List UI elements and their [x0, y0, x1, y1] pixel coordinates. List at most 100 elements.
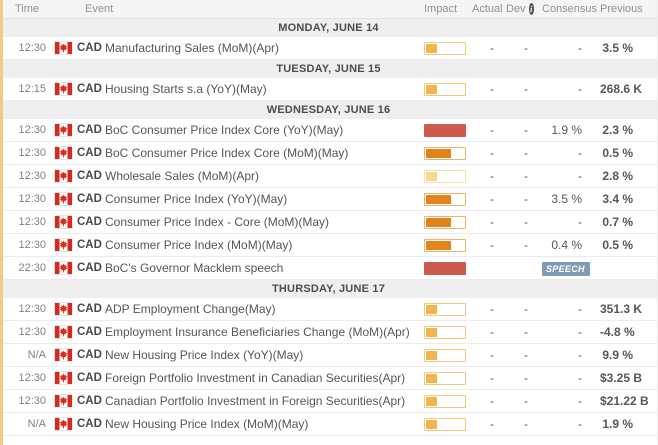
event-row[interactable]: 22:30 CAD BoC's Governor Macklem speech …	[0, 257, 657, 280]
impact-meter	[424, 192, 466, 206]
impact-meter-fill	[426, 327, 438, 337]
currency-code: CAD	[77, 303, 102, 315]
impact-meter	[424, 417, 466, 431]
info-icon[interactable]: i	[528, 3, 534, 15]
impact-meter	[424, 146, 466, 160]
consensus-cell: -	[542, 417, 600, 431]
impact-cell	[422, 146, 472, 160]
event-row[interactable]: 12:30 CAD BoC Consumer Price Index Core …	[0, 119, 657, 142]
dev-value: -	[524, 192, 528, 206]
currency-cell: CAD	[51, 418, 103, 430]
canada-flag-icon	[55, 303, 72, 315]
event-row[interactable]: 12:30 CAD Employment Insurance Beneficia…	[0, 321, 657, 344]
currency-cell: CAD	[51, 326, 103, 338]
column-header-consensus: Consensus	[542, 3, 598, 15]
currency-cell: CAD	[51, 147, 103, 159]
event-row[interactable]: 12:30 CAD Consumer Price Index (MoM)(May…	[0, 234, 657, 257]
event-name: Consumer Price Index (YoY)(May)	[105, 192, 288, 206]
impact-cell	[422, 325, 472, 339]
dev-value: -	[524, 169, 528, 183]
currency-code: CAD	[77, 326, 102, 338]
currency-code: CAD	[77, 216, 102, 228]
currency-cell: CAD	[51, 239, 103, 251]
currency-code: CAD	[77, 395, 102, 407]
previous-value: 2.3 %	[602, 123, 633, 137]
event-row[interactable]: 12:30 CAD Manufacturing Sales (MoM)(Apr)…	[0, 37, 657, 60]
column-header-event: Event	[85, 3, 114, 15]
event-row[interactable]: 12:30 CAD Foreign Portfolio Investment i…	[0, 367, 657, 390]
event-time: 12:30	[18, 395, 46, 407]
consensus-value: -	[578, 371, 582, 385]
consensus-cell: -	[542, 215, 600, 229]
previous-value: -4.8 %	[600, 325, 635, 339]
event-name: BoC's Governor Macklem speech	[105, 261, 284, 275]
dev-value: -	[524, 302, 528, 316]
actual-value: -	[490, 192, 494, 206]
event-row[interactable]: N/A CAD New Housing Price Index (MoM)(Ma…	[0, 413, 657, 436]
event-row[interactable]: N/A CAD New Housing Price Index (YoY)(Ma…	[0, 344, 657, 367]
day-header-label: WEDNESDAY, JUNE 16	[266, 104, 391, 116]
impact-meter	[424, 394, 466, 408]
currency-cell: CAD	[51, 124, 103, 136]
table-body: MONDAY, JUNE 14 12:30 CAD Manufacturing …	[0, 19, 657, 436]
currency-code: CAD	[77, 147, 102, 159]
event-row[interactable]: 12:30 CAD Canadian Portfolio Investment …	[0, 390, 657, 413]
impact-meter	[424, 82, 466, 96]
previous-value: $21.22 B	[600, 394, 649, 408]
currency-code: CAD	[77, 239, 102, 251]
canada-flag-icon	[55, 42, 72, 54]
consensus-value: 0.4 %	[551, 238, 582, 252]
event-row[interactable]: 12:15 CAD Housing Starts s.a (YoY)(May) …	[0, 78, 657, 101]
actual-value: -	[490, 123, 494, 137]
column-header-dev: Dev i	[506, 3, 542, 15]
impact-meter-fill	[426, 148, 451, 158]
event-row[interactable]: 12:30 CAD Consumer Price Index (YoY)(May…	[0, 188, 657, 211]
day-header-label: TUESDAY, JUNE 15	[276, 63, 381, 75]
event-name: ADP Employment Change(May)	[105, 302, 276, 316]
currency-code: CAD	[77, 193, 102, 205]
previous-value: 9.9 %	[602, 348, 633, 362]
currency-cell: CAD	[51, 170, 103, 182]
event-time: 12:30	[18, 372, 46, 384]
impact-meter-fill	[426, 171, 438, 181]
consensus-cell: SPEECH	[542, 261, 600, 276]
consensus-value: -	[578, 146, 582, 160]
impact-cell	[422, 371, 472, 385]
accent-strip	[0, 0, 3, 445]
impact-cell	[422, 394, 472, 408]
currency-cell: CAD	[51, 42, 103, 54]
day-header: THURSDAY, JUNE 17	[0, 280, 657, 298]
impact-meter	[424, 371, 466, 385]
previous-value: 3.4 %	[602, 192, 633, 206]
currency-code: CAD	[77, 372, 102, 384]
previous-value: 3.5 %	[602, 41, 633, 55]
actual-value: -	[490, 348, 494, 362]
currency-code: CAD	[77, 418, 102, 430]
event-row[interactable]: 12:30 CAD Wholesale Sales (MoM)(Apr) - -…	[0, 165, 657, 188]
actual-value: -	[490, 238, 494, 252]
event-name: New Housing Price Index (MoM)(May)	[105, 417, 309, 431]
event-name: Wholesale Sales (MoM)(Apr)	[105, 169, 260, 183]
consensus-value: -	[578, 41, 582, 55]
impact-cell	[422, 192, 472, 206]
consensus-value: 1.9 %	[551, 123, 582, 137]
event-row[interactable]: 12:30 CAD Consumer Price Index - Core (M…	[0, 211, 657, 234]
previous-value: 0.7 %	[602, 215, 633, 229]
consensus-value: -	[578, 82, 582, 96]
consensus-cell: -	[542, 394, 600, 408]
impact-cell	[422, 348, 472, 362]
actual-value: -	[490, 417, 494, 431]
column-header-previous: Previous	[600, 3, 643, 15]
event-time: 12:30	[18, 326, 46, 338]
impact-cell	[422, 302, 472, 316]
canada-flag-icon	[55, 395, 72, 407]
impact-meter-fill	[426, 194, 451, 204]
impact-meter-fill	[426, 419, 438, 429]
event-row[interactable]: 12:30 CAD ADP Employment Change(May) - -…	[0, 298, 657, 321]
column-header-dev-label: Dev	[506, 3, 526, 15]
impact-meter	[424, 41, 466, 55]
dev-value: -	[524, 417, 528, 431]
consensus-cell: -	[542, 169, 600, 183]
event-time: 12:30	[18, 42, 46, 54]
event-row[interactable]: 12:30 CAD BoC Consumer Price Index Core …	[0, 142, 657, 165]
